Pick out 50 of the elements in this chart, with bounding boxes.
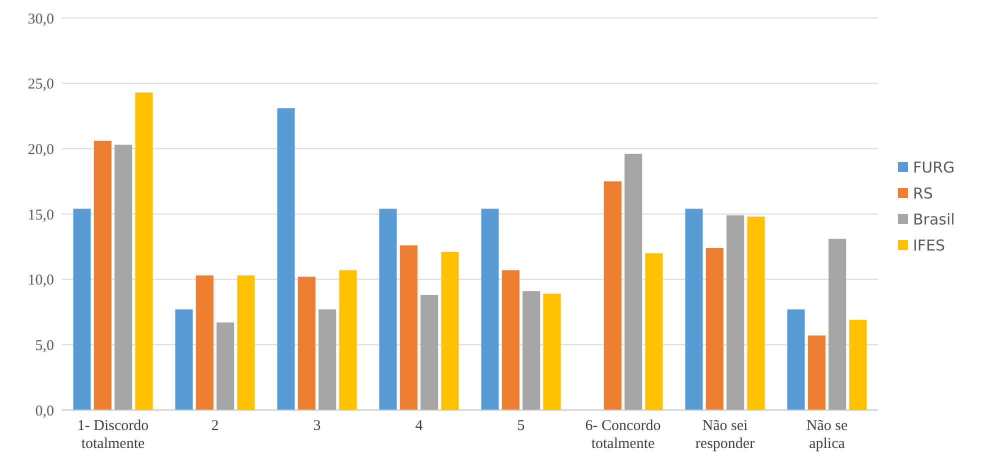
bar [277, 108, 295, 410]
bar [685, 208, 703, 410]
bar [481, 208, 499, 410]
bar [502, 270, 520, 410]
bar [604, 181, 622, 410]
x-tick-label: 5 [517, 418, 525, 434]
bar [706, 248, 724, 410]
legend-label: RS [913, 184, 933, 202]
bar [175, 309, 193, 410]
legend-label: FURG [913, 158, 955, 176]
y-tick-label: 0,0 [35, 403, 54, 420]
x-tick-label: 2 [211, 418, 219, 434]
bar [114, 144, 132, 410]
bar [624, 154, 642, 410]
bar [828, 238, 846, 410]
bar [379, 208, 397, 410]
bar [237, 275, 255, 410]
bar [298, 276, 316, 410]
bar [318, 309, 336, 410]
y-tick-label: 20,0 [28, 142, 54, 158]
bar [73, 208, 91, 410]
y-tick-label: 15,0 [28, 207, 54, 224]
bar [645, 253, 663, 410]
bar [787, 309, 805, 410]
bar [420, 295, 438, 410]
bar [747, 216, 765, 410]
legend-label: Brasil [913, 210, 955, 228]
bar [543, 294, 561, 410]
bar [135, 92, 153, 410]
y-tick-label: 10,0 [28, 272, 54, 289]
x-tick-label: 3 [313, 418, 321, 434]
bar [849, 320, 867, 410]
bar [196, 275, 214, 410]
bar [339, 270, 357, 410]
y-tick-label: 30,0 [28, 11, 54, 28]
x-tick-label: 4 [415, 418, 424, 434]
bar [808, 336, 826, 410]
bar [522, 291, 540, 410]
bar [94, 140, 112, 410]
bar [441, 252, 459, 410]
legend-label: IFES [913, 236, 946, 254]
bar [400, 245, 418, 410]
x-tick-label: Não se aplica [806, 418, 848, 452]
x-tick-label: 1- Discordo totalmente [77, 418, 149, 452]
bar [726, 215, 744, 410]
y-tick-label: 5,0 [35, 338, 54, 354]
x-tick-label: 6- Concordo totalmente [585, 418, 661, 452]
x-tick-label: Não sei responder [695, 418, 755, 452]
y-tick-label: 25,0 [28, 76, 54, 93]
bar [216, 322, 234, 410]
